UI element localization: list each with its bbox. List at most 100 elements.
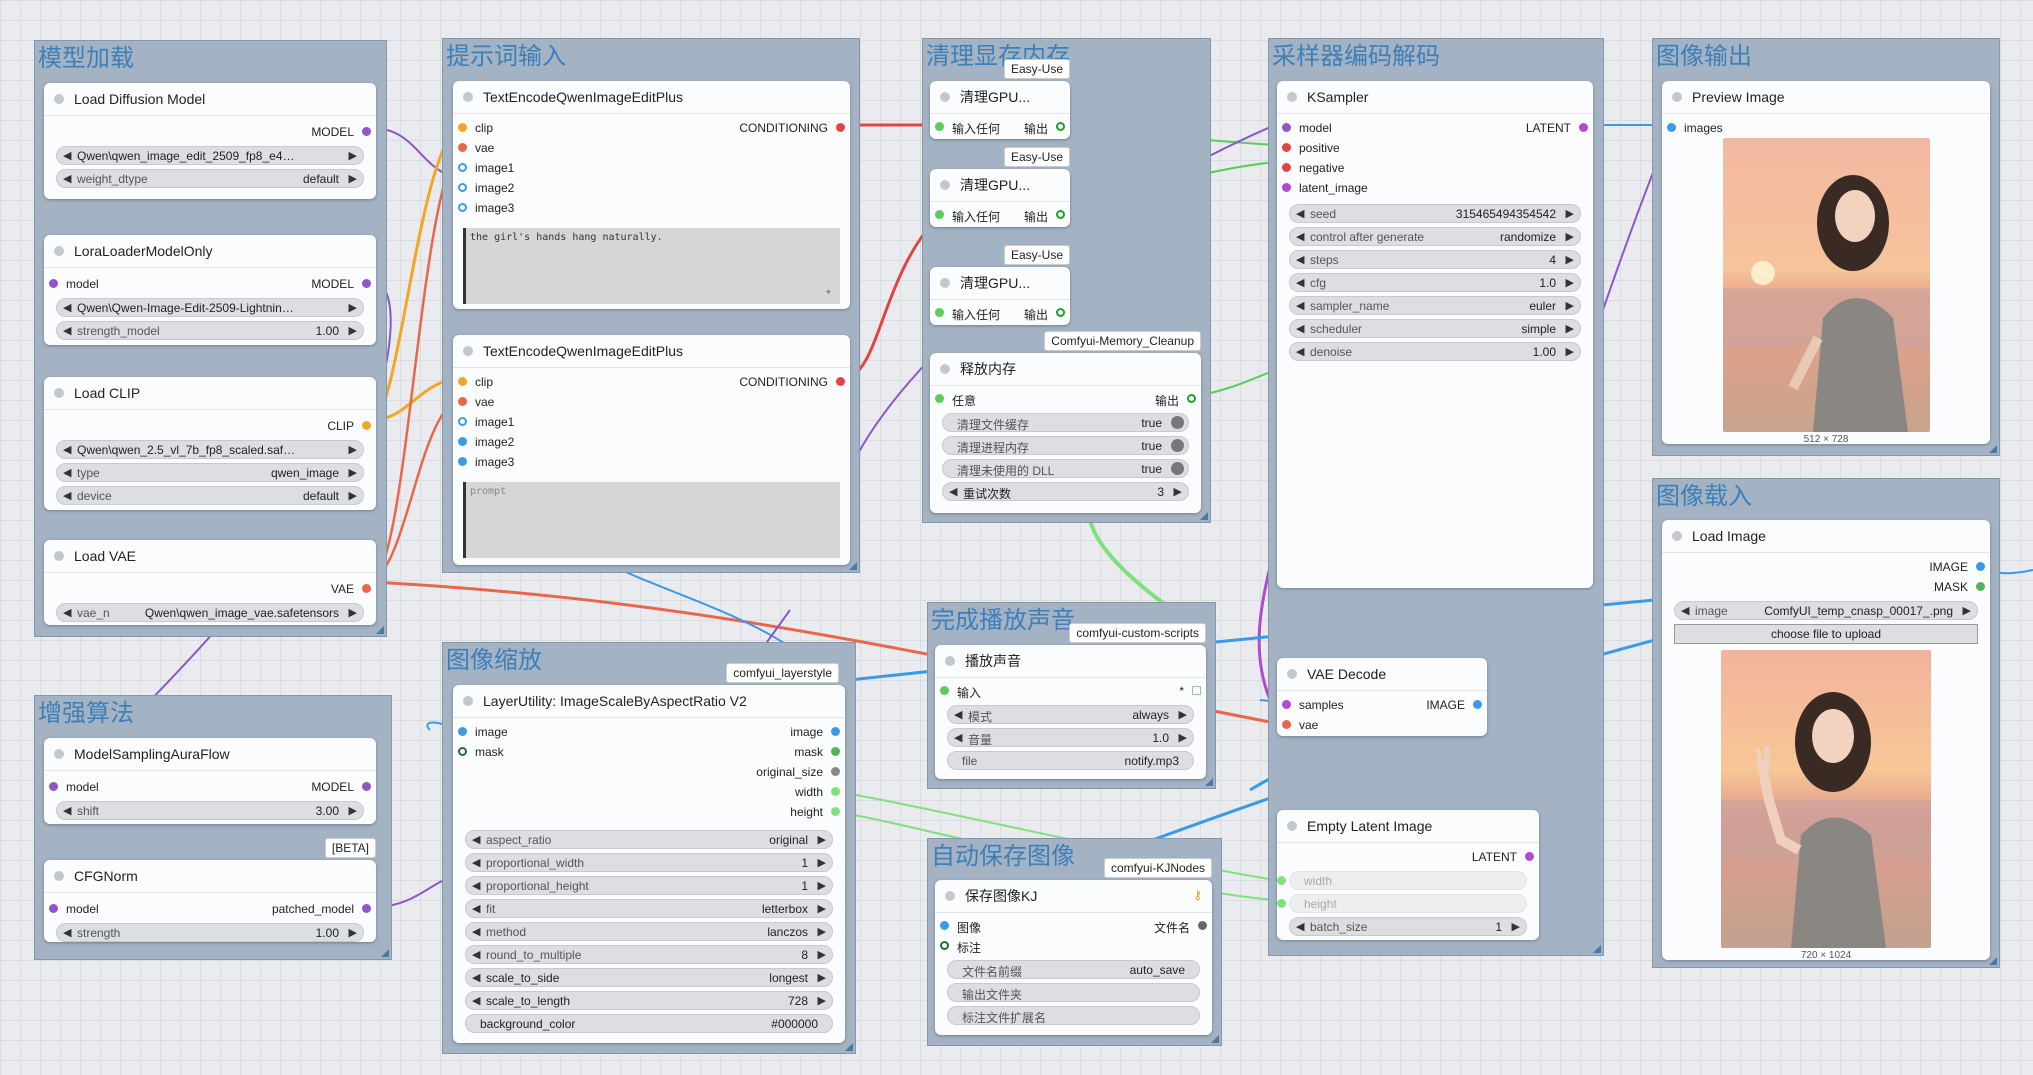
arrow-left-icon[interactable]: ◀: [472, 880, 481, 892]
collapse-dot-icon[interactable]: [54, 749, 64, 759]
any-input-socket[interactable]: [935, 394, 944, 403]
node-play-sound[interactable]: comfyui-custom-scripts 播放声音 输入 * ◀ 模式 alway…: [935, 623, 1206, 779]
conditioning-output-socket[interactable]: [836, 123, 845, 132]
arrow-right-icon[interactable]: ▶: [1173, 486, 1182, 498]
sparkle-icon[interactable]: ✦: [824, 284, 832, 298]
filename-output-socket[interactable]: [1198, 921, 1207, 930]
arrow-left-icon[interactable]: ◀: [472, 903, 481, 915]
height-output-socket[interactable]: [831, 807, 840, 816]
node-title-bar[interactable]: Preview Image: [1662, 81, 1990, 114]
arrow-left-icon[interactable]: ◀: [63, 444, 72, 456]
collapse-dot-icon[interactable]: [1287, 669, 1297, 679]
background-color-field[interactable]: background_color #000000: [465, 1014, 833, 1033]
vae-input-socket[interactable]: [1282, 720, 1291, 729]
node-load-vae[interactable]: Load VAE VAE ◀ vae_n Qwen\qwen_image_vae…: [44, 540, 376, 625]
collapse-dot-icon[interactable]: [1672, 92, 1682, 102]
node-title-bar[interactable]: VAE Decode: [1277, 658, 1487, 691]
control-after-generate-combo[interactable]: ◀ control after generate randomize ▶: [1289, 227, 1581, 246]
image-input-socket[interactable]: [458, 457, 467, 466]
scale-to-side-combo[interactable]: ◀ scale_to_side longest ▶: [465, 968, 833, 987]
negative-input-socket[interactable]: [1282, 163, 1291, 172]
arrow-right-icon[interactable]: ▶: [817, 972, 826, 984]
node-empty-latent-image[interactable]: Empty Latent Image LATENT width height ◀…: [1277, 810, 1539, 940]
collapse-dot-icon[interactable]: [54, 94, 64, 104]
positive-input-socket[interactable]: [1282, 143, 1291, 152]
group-resize-handle[interactable]: [1989, 957, 1997, 965]
group-resize-handle[interactable]: [1205, 778, 1213, 786]
original-size-output-socket[interactable]: [831, 767, 840, 776]
node-title-bar[interactable]: 清理GPU...: [930, 169, 1070, 202]
any-output-socket[interactable]: [1056, 308, 1065, 317]
collapse-dot-icon[interactable]: [54, 551, 64, 561]
any-input-socket[interactable]: [935, 308, 944, 317]
toggle-knob-icon[interactable]: [1171, 439, 1184, 452]
node-title-bar[interactable]: TextEncodeQwenImageEditPlus: [453, 81, 850, 114]
image-input-socket[interactable]: [458, 183, 467, 192]
arrow-left-icon[interactable]: ◀: [63, 607, 72, 619]
file-field[interactable]: file notify.mp3: [947, 751, 1194, 770]
shift-slider[interactable]: ◀ shift 3.00 ▶: [56, 801, 364, 820]
any-output-socket[interactable]: [1187, 394, 1196, 403]
unet-name-combo[interactable]: ◀ Qwen\qwen_image_edit_2509_fp8_e4m3fn. …: [56, 146, 364, 165]
collapse-dot-icon[interactable]: [54, 388, 64, 398]
round-to-multiple-combo[interactable]: ◀ round_to_multiple 8 ▶: [465, 945, 833, 964]
any-input-socket[interactable]: [940, 686, 949, 695]
arrow-right-icon[interactable]: ▶: [348, 490, 357, 502]
model-input-socket[interactable]: [49, 279, 58, 288]
arrow-left-icon[interactable]: ◀: [1296, 300, 1305, 312]
vae-input-socket[interactable]: [458, 397, 467, 406]
node-clear-gpu-2[interactable]: Easy-Use 清理GPU... 输入任何 输出: [930, 147, 1070, 227]
arrow-right-icon[interactable]: ▶: [817, 857, 826, 869]
arrow-right-icon[interactable]: ▶: [1962, 605, 1971, 617]
clip-input-socket[interactable]: [458, 377, 467, 386]
group-resize-handle[interactable]: [381, 949, 389, 957]
width-input-socket[interactable]: [1277, 876, 1286, 885]
prompt-textarea[interactable]: prompt: [463, 482, 840, 558]
arrow-left-icon[interactable]: ◀: [63, 805, 72, 817]
image-input-socket[interactable]: [458, 417, 467, 426]
image-input-socket[interactable]: [458, 727, 467, 736]
arrow-left-icon[interactable]: ◀: [63, 150, 72, 162]
method-combo[interactable]: ◀ method lanczos ▶: [465, 922, 833, 941]
node-title-bar[interactable]: KSampler: [1277, 81, 1593, 114]
mask-output-socket[interactable]: [1976, 582, 1985, 591]
arrow-left-icon[interactable]: ◀: [472, 857, 481, 869]
arrow-right-icon[interactable]: ▶: [348, 607, 357, 619]
any-output-socket[interactable]: [1056, 122, 1065, 131]
node-preview-image[interactable]: Preview Image images 512 × 728: [1662, 81, 1990, 445]
arrow-left-icon[interactable]: ◀: [1296, 208, 1305, 220]
node-load-image[interactable]: Load Image IMAGE MASK ◀ image ComfyUI_temp…: [1662, 520, 1990, 961]
arrow-right-icon[interactable]: ▶: [1565, 300, 1574, 312]
caption-input-socket[interactable]: [940, 941, 949, 950]
toggle-knob-icon[interactable]: [1171, 462, 1184, 475]
arrow-left-icon[interactable]: ◀: [954, 732, 963, 744]
arrow-left-icon[interactable]: ◀: [1296, 254, 1305, 266]
arrow-left-icon[interactable]: ◀: [954, 709, 963, 721]
arrow-right-icon[interactable]: ▶: [1565, 254, 1574, 266]
collapse-dot-icon[interactable]: [940, 278, 950, 288]
clip-input-socket[interactable]: [458, 123, 467, 132]
node-text-encode-1[interactable]: TextEncodeQwenImageEditPlus clip CONDITI…: [453, 81, 850, 309]
node-title-bar[interactable]: 保存图像KJ: [935, 880, 1212, 913]
conditioning-output-socket[interactable]: [836, 377, 845, 386]
collapse-dot-icon[interactable]: [940, 180, 950, 190]
collapse-dot-icon[interactable]: [1672, 531, 1682, 541]
group-resize-handle[interactable]: [1989, 445, 1997, 453]
arrow-left-icon[interactable]: ◀: [472, 972, 481, 984]
choose-file-button[interactable]: choose file to upload: [1674, 624, 1978, 644]
group-resize-handle[interactable]: [845, 1043, 853, 1051]
arrow-left-icon[interactable]: ◀: [1296, 921, 1305, 933]
arrow-right-icon[interactable]: ▶: [1565, 231, 1574, 243]
weight-dtype-combo[interactable]: ◀ weight_dtype default ▶: [56, 169, 364, 188]
sampler-name-combo[interactable]: ◀ sampler_name euler ▶: [1289, 296, 1581, 315]
collapse-dot-icon[interactable]: [463, 92, 473, 102]
node-text-encode-2[interactable]: TextEncodeQwenImageEditPlus clip CONDITI…: [453, 335, 850, 565]
image-input-socket[interactable]: [458, 163, 467, 172]
latent-output-socket[interactable]: [1579, 123, 1588, 132]
output-folder-field[interactable]: 输出文件夹: [947, 983, 1200, 1002]
group-resize-handle[interactable]: [1200, 512, 1208, 520]
arrow-left-icon[interactable]: ◀: [472, 834, 481, 846]
collapse-dot-icon[interactable]: [463, 346, 473, 356]
aspect-ratio-combo[interactable]: ◀ aspect_ratio original ▶: [465, 830, 833, 849]
height-input-socket[interactable]: [1277, 899, 1286, 908]
